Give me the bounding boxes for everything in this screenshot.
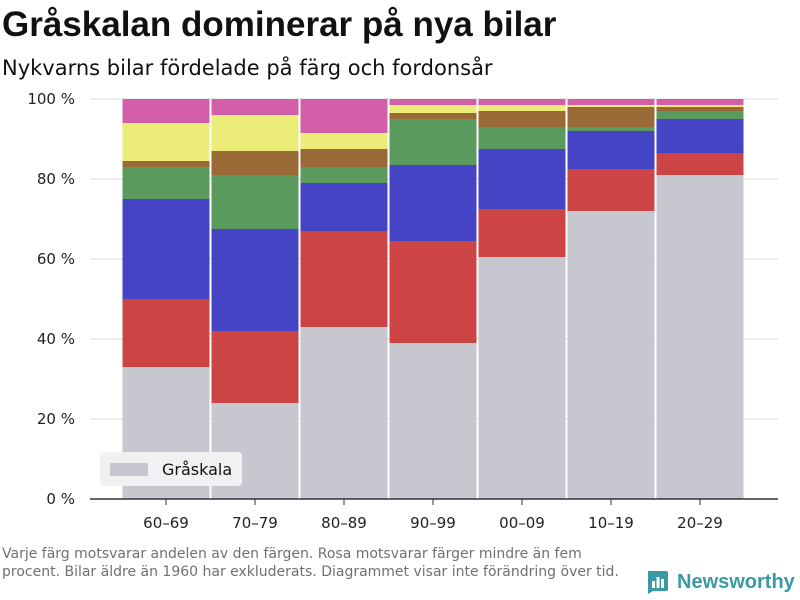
bar-segment (211, 229, 299, 331)
legend-label: Gråskala (162, 459, 233, 479)
bar-segment (567, 99, 655, 105)
y-tick-label: 40 % (37, 330, 75, 348)
x-tick-label: 90–99 (410, 514, 456, 532)
x-tick-label: 60–69 (143, 514, 189, 532)
bar-segment (478, 99, 566, 105)
bar-chart-logo-icon (645, 570, 669, 594)
x-tick-label: 70–79 (232, 514, 278, 532)
bar-segment (656, 105, 744, 107)
bar-segment (211, 331, 299, 403)
bar-segment (300, 167, 388, 183)
y-tick-label: 100 % (27, 90, 75, 108)
bar-segment (300, 183, 388, 231)
bar-segment (300, 231, 388, 327)
x-tick-label: 10–19 (588, 514, 634, 532)
bar-segment (656, 107, 744, 111)
bar-segment (478, 257, 566, 499)
chart-subtitle: Nykvarns bilar fördelade på färg och for… (2, 56, 493, 80)
bar-segment (567, 105, 655, 107)
bar-segment (122, 199, 210, 299)
bar-segment (300, 149, 388, 167)
bar-segment (478, 149, 566, 209)
x-tick-label: 20–29 (677, 514, 723, 532)
brand-name: Newsworthy (677, 570, 795, 593)
y-tick-label: 60 % (37, 250, 75, 268)
bar-segment (122, 123, 210, 161)
y-tick-label: 0 % (46, 490, 75, 508)
bar-segment (389, 241, 477, 343)
bar-segment (300, 99, 388, 133)
y-tick-label: 80 % (37, 170, 75, 188)
bar-segment (122, 161, 210, 167)
brand-logo[interactable]: Newsworthy (645, 570, 795, 594)
bar-stacks (122, 99, 744, 499)
bar-segment (122, 299, 210, 367)
legend-swatch (110, 462, 148, 476)
chart-title: Gråskalan dominerar på nya bilar (2, 5, 557, 44)
bar-segment (211, 151, 299, 175)
axes: 0 % 20 % 40 % 60 % 80 % 100 % 60–69 70–79 80–89 9… (27, 90, 778, 532)
bar-segment (389, 113, 477, 119)
bar-segment (656, 111, 744, 119)
bar-segment (567, 169, 655, 211)
bar-segment (478, 127, 566, 149)
bar-segment (478, 209, 566, 257)
footnote: Varje färg motsvarar andelen av den färg… (2, 546, 619, 580)
bar-segment (389, 165, 477, 241)
x-tick-label: 80–89 (321, 514, 367, 532)
bar-segment (211, 175, 299, 229)
bar-segment (567, 107, 655, 127)
bar-segment (211, 115, 299, 151)
bar-segment (656, 175, 744, 499)
bar-segment (389, 105, 477, 113)
bar-segment (389, 99, 477, 105)
bar-segment (567, 131, 655, 169)
bar-segment (656, 153, 744, 175)
bar-segment (300, 327, 388, 499)
bar-segment (389, 119, 477, 165)
bar-segment (300, 133, 388, 149)
legend: Gråskala (100, 452, 243, 486)
bar-segment (656, 119, 744, 153)
bar-segment (122, 167, 210, 199)
bar-segment (478, 111, 566, 127)
x-tick-label: 00–09 (499, 514, 545, 532)
y-tick-label: 20 % (37, 410, 75, 428)
bar-segment (211, 99, 299, 115)
bar-segment (389, 343, 477, 499)
bar-segment (567, 211, 655, 499)
bar-segment (656, 99, 744, 105)
bar-segment (122, 99, 210, 123)
bar-segment (478, 105, 566, 111)
bar-segment (567, 127, 655, 131)
